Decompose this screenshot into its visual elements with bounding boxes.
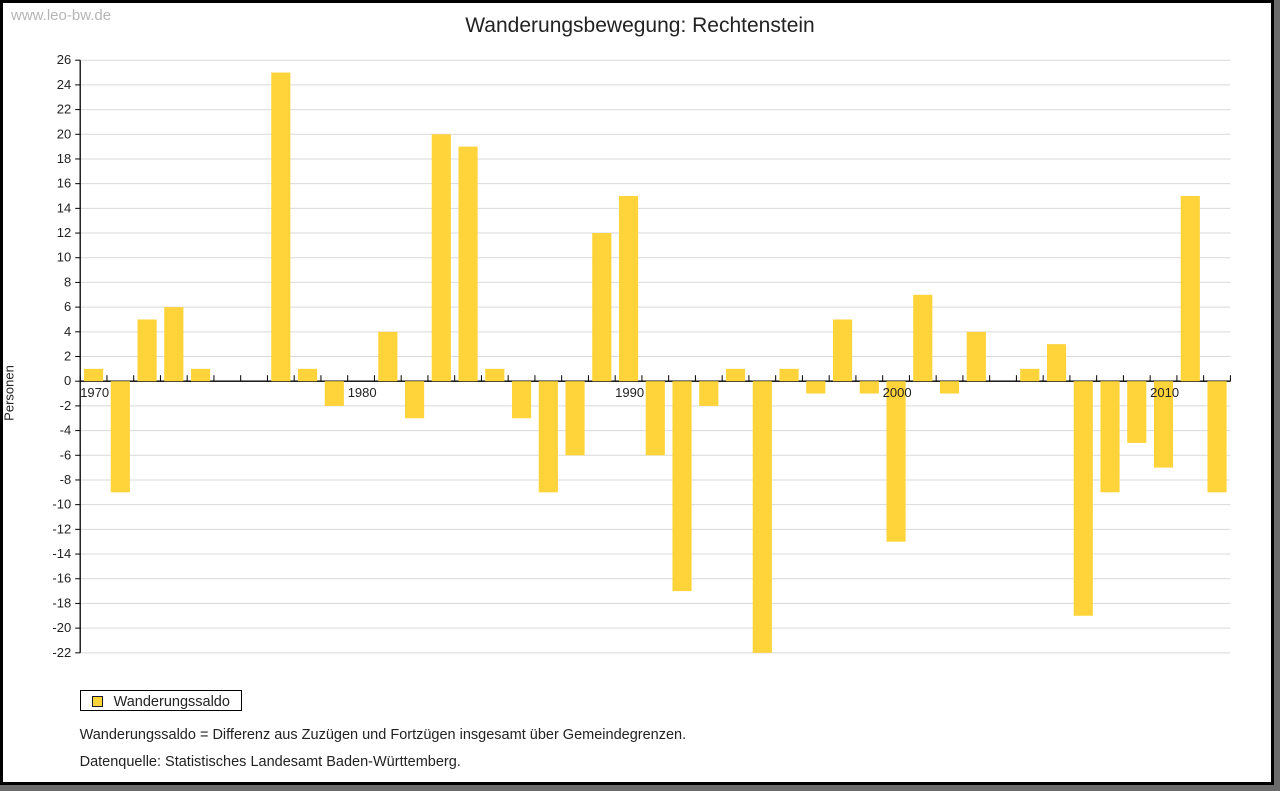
svg-text:-22: -22 bbox=[52, 645, 71, 660]
svg-text:-2: -2 bbox=[60, 398, 72, 413]
svg-text:18: 18 bbox=[57, 151, 71, 166]
svg-text:-8: -8 bbox=[60, 472, 72, 487]
svg-text:14: 14 bbox=[57, 200, 71, 215]
svg-text:-6: -6 bbox=[60, 447, 72, 462]
svg-text:10: 10 bbox=[57, 250, 71, 265]
svg-text:-10: -10 bbox=[52, 497, 71, 512]
svg-text:-12: -12 bbox=[52, 521, 71, 536]
svg-text:6: 6 bbox=[64, 299, 71, 314]
svg-text:-4: -4 bbox=[60, 423, 72, 438]
svg-text:4: 4 bbox=[64, 324, 71, 339]
svg-text:2: 2 bbox=[64, 349, 71, 364]
svg-text:12: 12 bbox=[57, 225, 71, 240]
svg-text:8: 8 bbox=[64, 274, 71, 289]
svg-text:1970: 1970 bbox=[80, 385, 109, 400]
svg-text:20: 20 bbox=[57, 126, 71, 141]
svg-text:1980: 1980 bbox=[348, 385, 377, 400]
svg-text:2000: 2000 bbox=[883, 385, 912, 400]
svg-text:2010: 2010 bbox=[1150, 385, 1179, 400]
svg-text:22: 22 bbox=[57, 102, 71, 117]
svg-text:26: 26 bbox=[57, 52, 71, 67]
svg-text:24: 24 bbox=[57, 77, 71, 92]
svg-text:16: 16 bbox=[57, 176, 71, 191]
svg-text:1990: 1990 bbox=[615, 385, 644, 400]
svg-text:-20: -20 bbox=[52, 620, 71, 635]
svg-text:-18: -18 bbox=[52, 595, 71, 610]
svg-text:-16: -16 bbox=[52, 571, 71, 586]
svg-text:0: 0 bbox=[64, 373, 71, 388]
svg-text:-14: -14 bbox=[52, 546, 71, 561]
